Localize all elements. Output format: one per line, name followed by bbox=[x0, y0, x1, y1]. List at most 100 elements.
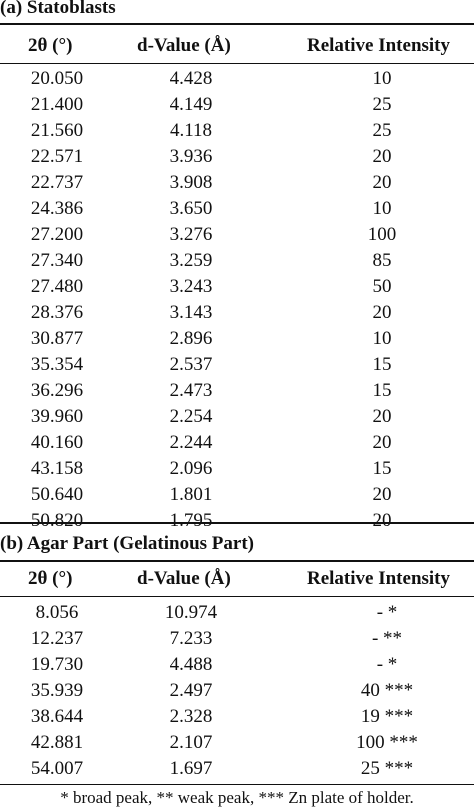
table-row: 43.158 2.096 15 bbox=[0, 456, 474, 482]
cell-relative-intensity: - * bbox=[376, 602, 398, 623]
cell-relative-intensity: 25 bbox=[372, 94, 392, 115]
section-b-header-rule bbox=[0, 596, 474, 597]
section-a-top-rule bbox=[0, 23, 474, 25]
table-row: 40.160 2.244 20 bbox=[0, 430, 474, 456]
cell-d-value: 3.243 bbox=[169, 276, 213, 297]
cell-d-value: 2.537 bbox=[169, 354, 213, 375]
cell-2theta: 42.881 bbox=[30, 732, 84, 753]
cell-2theta: 21.560 bbox=[30, 120, 84, 141]
section-a-bottom-rule bbox=[0, 522, 474, 524]
cell-2theta: 39.960 bbox=[30, 406, 84, 427]
cell-2theta: 22.737 bbox=[30, 172, 84, 193]
section-b-header-relative-intensity: Relative Intensity bbox=[307, 568, 451, 589]
table-row: 21.400 4.149 25 bbox=[0, 92, 474, 118]
table-row: 21.560 4.118 25 bbox=[0, 118, 474, 144]
cell-relative-intensity: 25 *** bbox=[360, 758, 414, 779]
cell-relative-intensity: 10 bbox=[372, 328, 392, 349]
cell-d-value: 7.233 bbox=[169, 628, 213, 649]
cell-relative-intensity: 40 *** bbox=[360, 680, 414, 701]
cell-2theta: 43.158 bbox=[30, 458, 84, 479]
table-row: 27.200 3.276 100 bbox=[0, 222, 474, 248]
cell-d-value: 4.149 bbox=[169, 94, 213, 115]
cell-relative-intensity: 20 bbox=[372, 146, 392, 167]
cell-2theta: 12.237 bbox=[30, 628, 84, 649]
cell-2theta: 22.571 bbox=[30, 146, 84, 167]
table-footnote: * broad peak, ** weak peak, *** Zn plate… bbox=[60, 788, 414, 807]
cell-2theta: 35.939 bbox=[30, 680, 84, 701]
cell-d-value: 3.936 bbox=[169, 146, 213, 167]
cell-relative-intensity: 15 bbox=[372, 380, 392, 401]
cell-relative-intensity: 20 bbox=[372, 510, 392, 531]
cell-d-value: 2.328 bbox=[169, 706, 213, 727]
section-a-header-d-value: d-Value (Å) bbox=[137, 35, 231, 56]
cell-relative-intensity: 20 bbox=[372, 432, 392, 453]
cell-2theta: 27.340 bbox=[30, 250, 84, 271]
cell-2theta: 20.050 bbox=[30, 68, 84, 89]
cell-relative-intensity: 100 bbox=[367, 224, 397, 245]
cell-relative-intensity: 20 bbox=[372, 172, 392, 193]
table-row: 28.376 3.143 20 bbox=[0, 300, 474, 326]
section-a-header-rule bbox=[0, 63, 474, 64]
cell-d-value: 2.896 bbox=[169, 328, 213, 349]
table-row: 27.480 3.243 50 bbox=[0, 274, 474, 300]
cell-relative-intensity: 19 *** bbox=[360, 706, 414, 727]
cell-2theta: 24.386 bbox=[30, 198, 84, 219]
cell-relative-intensity: 20 bbox=[372, 406, 392, 427]
cell-2theta: 21.400 bbox=[30, 94, 84, 115]
section-b-title: (b) Agar Part (Gelatinous Part) bbox=[0, 533, 254, 554]
cell-d-value: 4.118 bbox=[169, 120, 213, 141]
cell-relative-intensity: 85 bbox=[372, 250, 392, 271]
cell-d-value: 2.244 bbox=[169, 432, 213, 453]
cell-2theta: 35.354 bbox=[30, 354, 84, 375]
table-row: 19.730 4.488 - * bbox=[0, 652, 474, 678]
cell-relative-intensity: - * bbox=[376, 654, 398, 675]
table-row: 27.340 3.259 85 bbox=[0, 248, 474, 274]
cell-relative-intensity: 25 bbox=[372, 120, 392, 141]
cell-d-value: 2.096 bbox=[169, 458, 213, 479]
section-a-table-body: 20.050 4.428 10 21.400 4.149 25 21.560 4.118 25 2… bbox=[0, 66, 474, 534]
section-b-top-rule bbox=[0, 560, 474, 562]
cell-d-value: 2.497 bbox=[169, 680, 213, 701]
cell-d-value: 3.276 bbox=[169, 224, 213, 245]
cell-d-value: 3.259 bbox=[169, 250, 213, 271]
cell-relative-intensity: 20 bbox=[372, 302, 392, 323]
table-row: 24.386 3.650 10 bbox=[0, 196, 474, 222]
cell-2theta: 27.200 bbox=[30, 224, 84, 245]
cell-relative-intensity: 15 bbox=[372, 458, 392, 479]
cell-relative-intensity: 10 bbox=[372, 68, 392, 89]
table-row: 20.050 4.428 10 bbox=[0, 66, 474, 92]
cell-2theta: 28.376 bbox=[30, 302, 84, 323]
section-a-title: (a) Statoblasts bbox=[0, 0, 116, 18]
cell-2theta: 54.007 bbox=[30, 758, 84, 779]
cell-relative-intensity: 15 bbox=[372, 354, 392, 375]
cell-2theta: 27.480 bbox=[30, 276, 84, 297]
table-row: 12.237 7.233 - ** bbox=[0, 626, 474, 652]
cell-d-value: 10.974 bbox=[164, 602, 218, 623]
table-row: 50.820 1.795 20 bbox=[0, 508, 474, 534]
cell-relative-intensity: 20 bbox=[372, 484, 392, 505]
cell-d-value: 2.254 bbox=[169, 406, 213, 427]
cell-2theta: 30.877 bbox=[30, 328, 84, 349]
cell-2theta: 50.640 bbox=[30, 484, 84, 505]
cell-d-value: 1.795 bbox=[169, 510, 213, 531]
cell-d-value: 4.488 bbox=[169, 654, 213, 675]
cell-2theta: 19.730 bbox=[30, 654, 84, 675]
section-b-bottom-rule bbox=[0, 784, 474, 785]
table-row: 35.354 2.537 15 bbox=[0, 352, 474, 378]
table-row: 50.640 1.801 20 bbox=[0, 482, 474, 508]
table-row: 42.881 2.107 100 *** bbox=[0, 730, 474, 756]
table-row: 54.007 1.697 25 *** bbox=[0, 756, 474, 782]
cell-d-value: 3.650 bbox=[169, 198, 213, 219]
table-row: 22.571 3.936 20 bbox=[0, 144, 474, 170]
cell-d-value: 1.697 bbox=[169, 758, 213, 779]
cell-relative-intensity: 10 bbox=[372, 198, 392, 219]
section-b-header-2theta: 2θ (°) bbox=[28, 568, 73, 589]
section-a-header-2theta: 2θ (°) bbox=[28, 35, 73, 56]
cell-relative-intensity: 100 *** bbox=[356, 732, 418, 753]
table-row: 36.296 2.473 15 bbox=[0, 378, 474, 404]
cell-d-value: 1.801 bbox=[169, 484, 213, 505]
cell-2theta: 40.160 bbox=[30, 432, 84, 453]
table-row: 35.939 2.497 40 *** bbox=[0, 678, 474, 704]
cell-relative-intensity: 50 bbox=[372, 276, 392, 297]
section-b-table-body: 8.056 10.974 - * 12.237 7.233 - ** 19.730 4.488… bbox=[0, 600, 474, 782]
